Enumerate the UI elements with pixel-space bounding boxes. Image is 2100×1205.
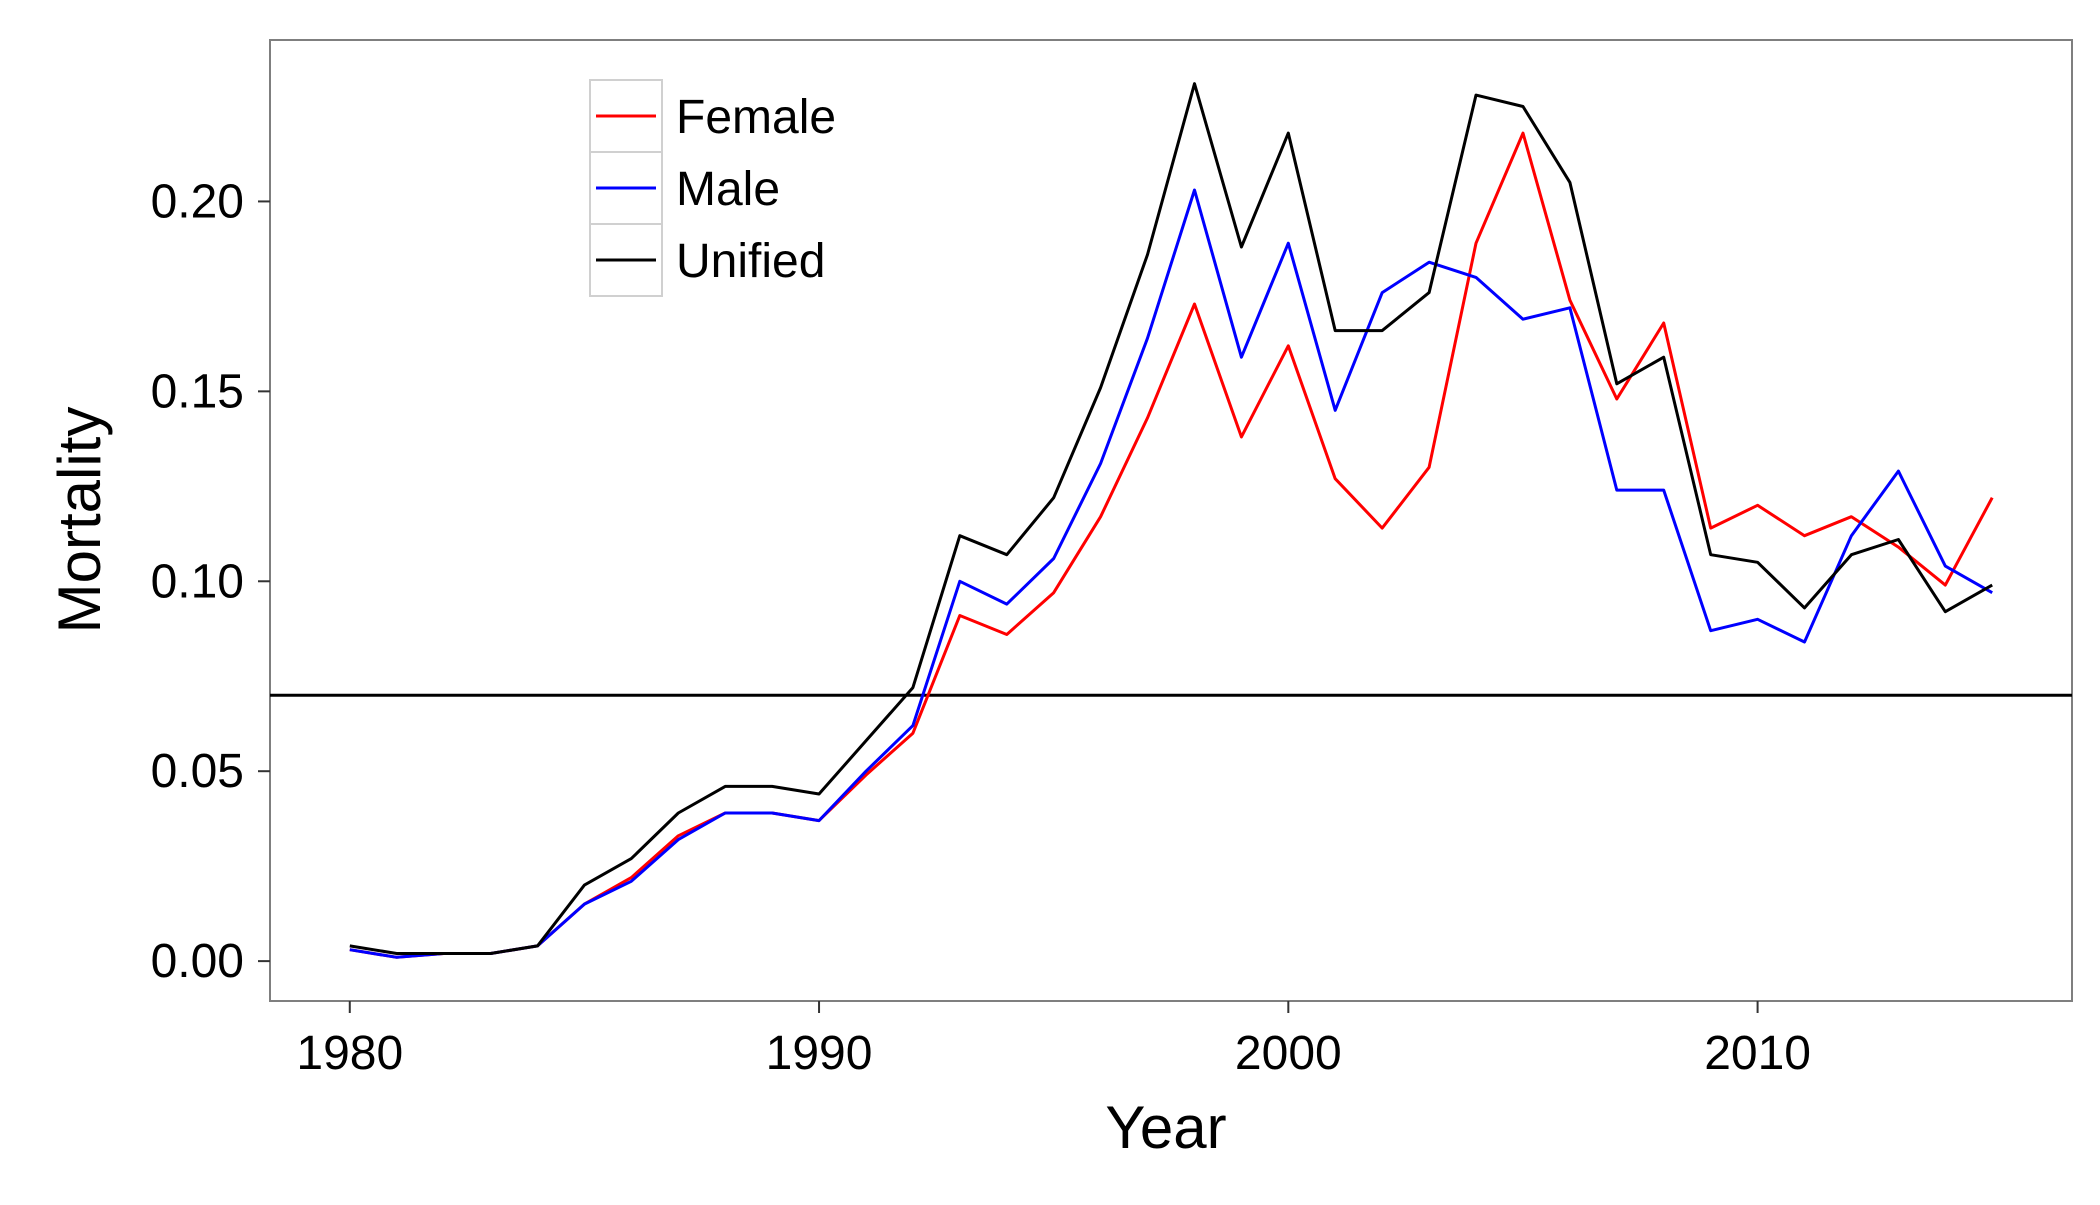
y-tick-label: 0.20	[151, 175, 244, 228]
x-axis-title: Year	[1105, 1094, 1226, 1161]
lines-layer	[349, 82, 1994, 959]
y-tick-label: 0.00	[151, 935, 244, 988]
axes-layer: 0.00 0.05 0.10 0.15 0.20 1980 1990 2000 2010	[151, 39, 2073, 1080]
legend-label-male: Male	[676, 163, 780, 216]
x-tick-label: 1980	[296, 1027, 403, 1080]
y-tick-label: 0.15	[151, 365, 244, 418]
y-tick-label: 0.05	[151, 745, 244, 798]
series-line-unified	[349, 82, 1993, 955]
series-line-male	[349, 188, 1993, 959]
legend: Female Male Unified	[589, 79, 836, 297]
y-axis-title: Mortality	[46, 407, 113, 634]
y-tick-label: 0.10	[151, 555, 244, 608]
x-tick-label: 2000	[1235, 1027, 1342, 1080]
legend-label-female: Female	[676, 91, 836, 144]
x-tick-label: 2010	[1704, 1027, 1811, 1080]
plot-panel-border	[269, 39, 2073, 1002]
series-line-female	[349, 131, 1994, 959]
x-tick-label: 1990	[766, 1027, 873, 1080]
legend-label-unified: Unified	[676, 235, 825, 288]
